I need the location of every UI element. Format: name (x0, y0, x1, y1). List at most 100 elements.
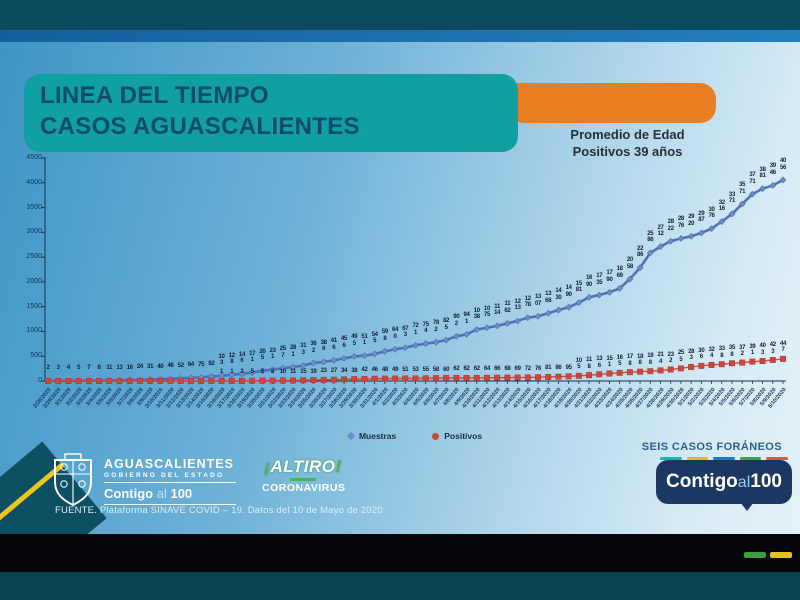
muestras-marker (544, 309, 552, 317)
muestras-marker (718, 218, 726, 225)
divider-line (104, 504, 236, 505)
positivos-marker (637, 368, 644, 375)
positivos-marker (96, 378, 102, 384)
teal-dash-icon (660, 457, 682, 460)
positivos-marker (106, 378, 113, 384)
positivos-marker (626, 369, 633, 376)
positivos-marker (228, 378, 235, 384)
muestras-marker (228, 371, 236, 378)
positivos-marker (157, 378, 164, 384)
muestras-marker (422, 340, 430, 347)
muestras-marker (575, 299, 583, 306)
positivos-marker (320, 376, 327, 383)
exclamation-mark-icon: ! (335, 457, 342, 476)
muestras-marker (401, 344, 409, 351)
foreign-cases-note: SEIS CASOS FORÁNEOS (641, 441, 782, 453)
muestras-marker (606, 288, 613, 296)
positivos-marker (657, 367, 664, 374)
positivos-marker (177, 378, 184, 384)
campaign-line-1: ALTIRO (270, 457, 336, 476)
positivos-marker (208, 378, 215, 384)
muestras-marker (626, 275, 634, 283)
campaign-name: ¡ALTIRO! (262, 457, 344, 477)
muestras-marker (310, 359, 317, 367)
positivos-marker (126, 378, 133, 384)
positivos-marker (688, 364, 695, 370)
legend-label-positivos: Positivos (444, 431, 483, 441)
positivos-marker (647, 368, 654, 375)
positivos-marker (555, 373, 562, 380)
positivos-marker (422, 375, 429, 382)
positivos-marker (545, 374, 552, 380)
yellow-dash-icon (770, 552, 792, 558)
positivos-marker (351, 376, 358, 383)
positivos-marker (371, 375, 378, 382)
muestras-marker (769, 182, 777, 189)
positivos-marker (759, 358, 766, 364)
muestras-marker (698, 229, 705, 237)
title-banner (24, 74, 518, 152)
muestras-marker (636, 264, 644, 272)
muestras-marker (493, 322, 501, 330)
muestras-marker (738, 200, 746, 208)
muestras-marker (412, 341, 419, 349)
muestras-marker (667, 237, 675, 245)
orange-accent-bar (508, 83, 716, 123)
positivos-marker (729, 360, 735, 367)
positivos-marker (392, 375, 399, 382)
muestras-marker-icon (346, 431, 356, 441)
positivos-marker (55, 378, 62, 384)
campaign-line-2: CORONAVIRUS (262, 482, 346, 494)
positivos-marker (586, 372, 592, 379)
bottom-teal-band (0, 572, 800, 600)
state-slogan: Contigo al 100 (104, 486, 236, 501)
muestras-marker (248, 369, 256, 376)
muestras-marker (279, 364, 287, 372)
badge-part3: 100 (750, 471, 782, 492)
campaign-logo: ¡ALTIRO! CORONAVIRUS (262, 457, 346, 494)
positivos-marker (698, 362, 705, 369)
muestras-marker (728, 210, 736, 218)
top-blue-bar (0, 30, 800, 42)
positivos-marker (75, 378, 82, 384)
muestras-marker (340, 355, 348, 362)
badge-color-dashes (660, 457, 788, 460)
muestras-marker (708, 225, 715, 232)
state-slogan-part1: Contigo (104, 486, 154, 501)
positivos-marker (616, 369, 623, 376)
positivos-marker (330, 376, 337, 383)
exclamation-mark-icon: ¡ (264, 457, 271, 476)
source-note: FUENTE. Plataforma SINAVE COVID – 19. Da… (55, 505, 383, 516)
muestras-marker (432, 338, 440, 346)
positivos-marker (565, 373, 572, 380)
positivos-marker (484, 374, 490, 381)
green-dash-icon (739, 457, 762, 460)
timeline-chart (41, 157, 787, 385)
badge-text: Contigoal100 (666, 471, 782, 493)
positivos-marker (269, 377, 276, 384)
positivos-marker (187, 378, 194, 384)
positivos-marker (575, 372, 582, 379)
positivos-marker (310, 377, 317, 384)
positivos-marker (514, 374, 521, 381)
positivos-marker (259, 377, 266, 384)
positivos-marker (412, 375, 419, 382)
state-slogan-part3: 100 (170, 486, 193, 501)
muestras-marker (361, 352, 368, 360)
state-subtitle: GOBIERNO DEL ESTADO (104, 472, 225, 479)
green-dash-icon (744, 552, 766, 558)
muestras-marker (442, 336, 450, 344)
muestras-marker (350, 353, 358, 360)
positivos-marker (290, 377, 296, 384)
muestras-marker (218, 372, 225, 380)
positivos-marker (463, 374, 470, 381)
positivos-marker (432, 375, 439, 382)
blue-dash-icon (713, 457, 735, 460)
positivos-marker (136, 378, 143, 384)
muestras-marker (330, 357, 338, 364)
muestras-marker (473, 326, 481, 333)
title-line-1: LINEA DEL TIEMPO (40, 82, 269, 109)
average-age-line-2: Positivos 39 años (572, 144, 683, 159)
muestras-marker (381, 348, 389, 355)
